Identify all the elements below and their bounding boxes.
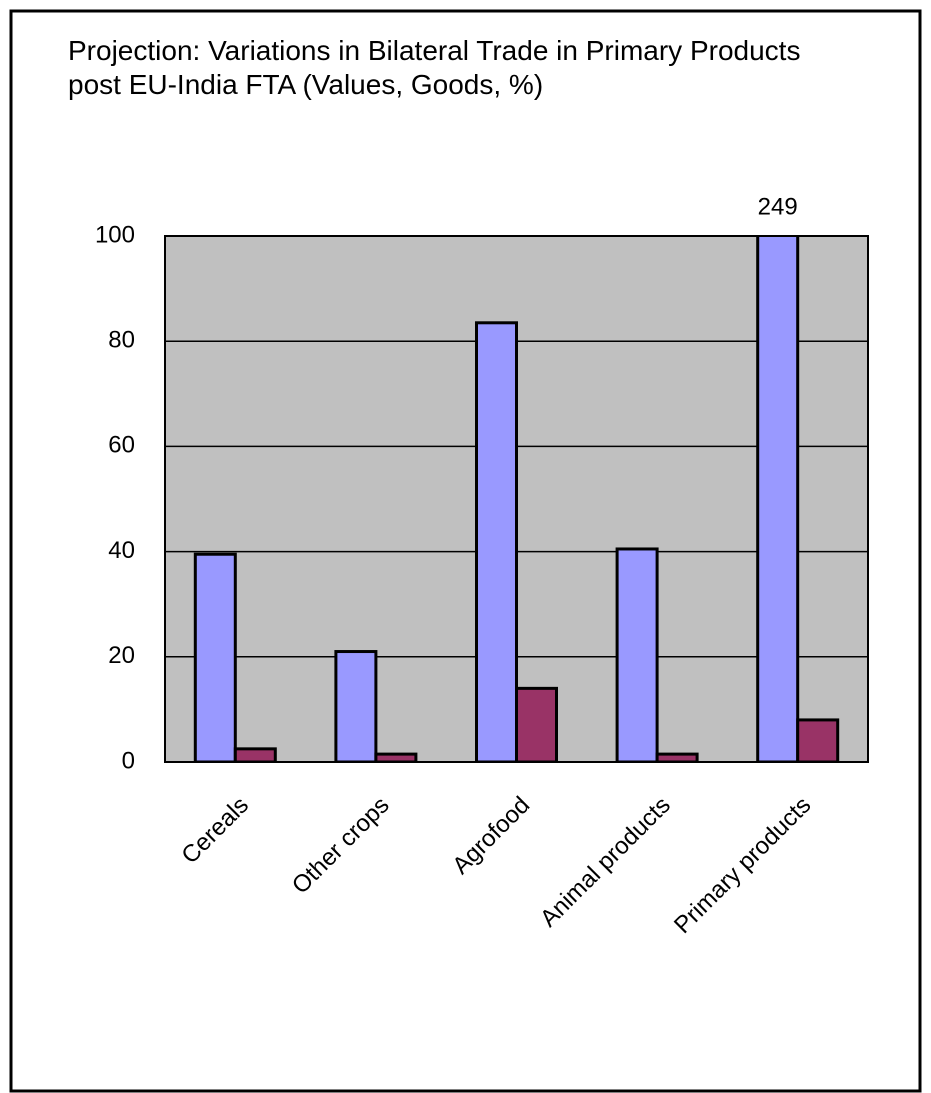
frame bbox=[9, 9, 922, 1093]
y-tick-label: 0 bbox=[122, 747, 135, 774]
x-tick-label: Cereals bbox=[176, 792, 254, 870]
bar bbox=[515, 686, 558, 762]
x-tick-label: Agrofood bbox=[447, 792, 535, 880]
bar bbox=[193, 552, 237, 762]
bar bbox=[756, 236, 800, 762]
chart-title: Projection: Variations in Bilateral Trad… bbox=[68, 35, 801, 100]
bar bbox=[796, 718, 840, 762]
x-tick-label: Animal products bbox=[535, 792, 676, 933]
bar bbox=[615, 547, 659, 762]
bar bbox=[655, 752, 699, 762]
y-tick-label: 40 bbox=[108, 537, 135, 564]
bar bbox=[334, 650, 378, 762]
bar bbox=[475, 321, 518, 762]
x-tick-label: Primary products bbox=[669, 792, 816, 939]
data-label: 249 bbox=[758, 193, 798, 220]
plot-border bbox=[164, 235, 869, 763]
y-tick-label: 20 bbox=[108, 642, 135, 669]
bar bbox=[374, 752, 418, 762]
y-tick-label: 100 bbox=[95, 221, 135, 248]
y-tick-label: 60 bbox=[108, 432, 135, 459]
y-tick-label: 80 bbox=[108, 327, 135, 354]
bar bbox=[233, 747, 277, 762]
x-tick-label: Other crops bbox=[287, 792, 395, 900]
